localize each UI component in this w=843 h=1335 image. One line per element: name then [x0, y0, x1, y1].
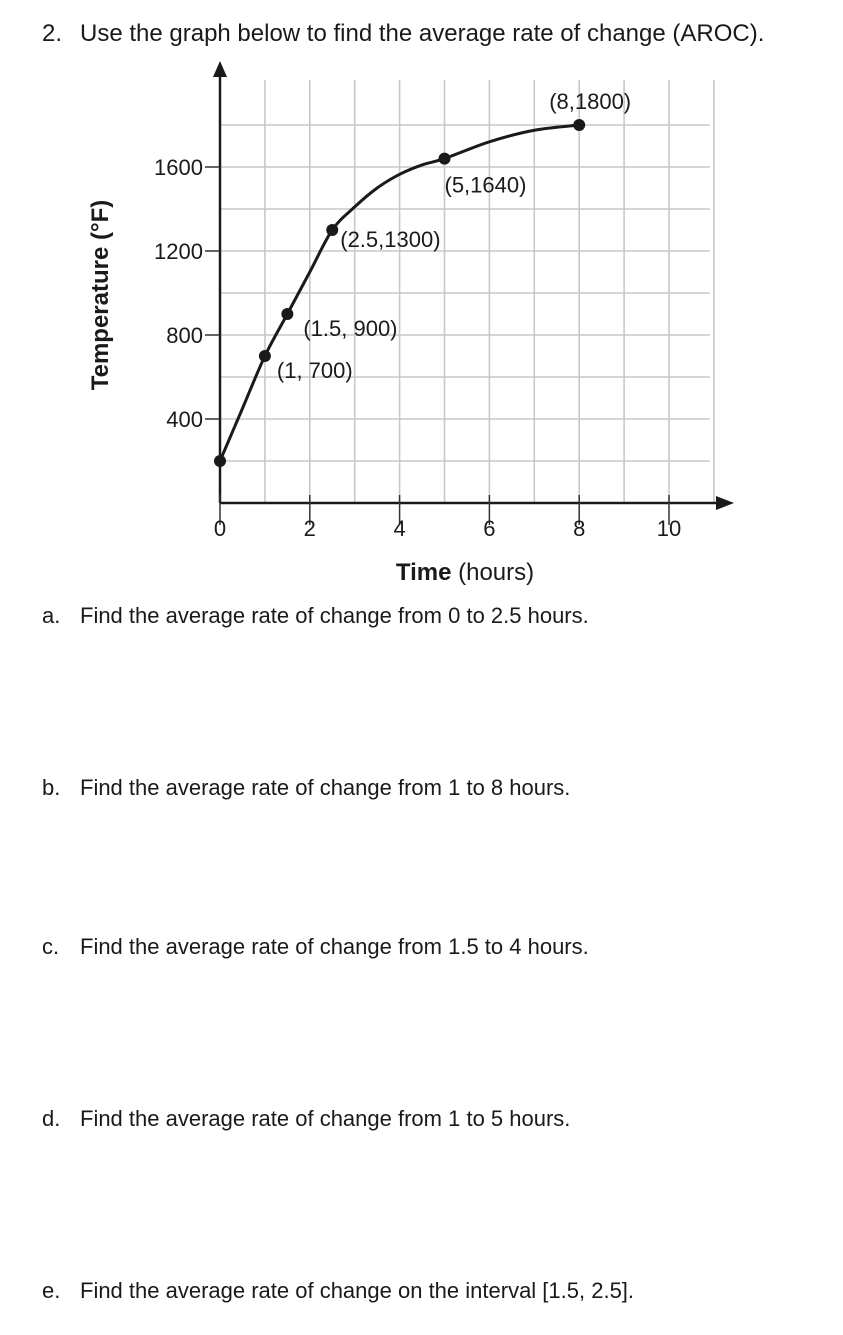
chart-axes	[213, 61, 734, 510]
data-point	[281, 308, 294, 320]
part-c-text: Find the average rate of change from 1.5…	[80, 934, 589, 959]
y-axis-label: Temperature (°F)	[87, 200, 114, 391]
part-b: b. Find the average rate of change from 1…	[42, 775, 570, 801]
x-tick-label: 0	[214, 516, 226, 541]
x-tick-label: 10	[657, 516, 681, 541]
y-tick-label: 400	[166, 407, 203, 432]
question-heading: 2. Use the graph below to find the averag…	[42, 20, 764, 48]
part-a-letter: a.	[42, 603, 61, 628]
question-number: 2.	[42, 20, 63, 47]
temperature-time-chart: 400 800 1200 1600 0 2 4 6 8 10 (1, 700) (1.5, 900)…	[87, 61, 734, 586]
part-e-letter: e.	[42, 1278, 61, 1303]
part-a-text: Find the average rate of change from 0 t…	[80, 603, 589, 628]
data-point	[326, 224, 339, 236]
x-axis-label-bold: Time	[396, 559, 452, 586]
y-axis-arrow	[213, 61, 227, 77]
part-c: c. Find the average rate of change from 1…	[42, 934, 589, 960]
chart-ticks: 400 800 1200 1600 0 2 4 6 8 10	[154, 155, 681, 541]
data-point	[438, 152, 451, 165]
question-text: Use the graph below to find the average …	[80, 20, 765, 47]
y-tick-label: 800	[166, 323, 203, 348]
part-b-letter: b.	[42, 775, 61, 800]
point-label: (8,1800)	[549, 89, 631, 114]
x-tick-label: 2	[304, 516, 316, 541]
x-axis-label: Time (hours)	[396, 559, 534, 586]
part-a: a. Find the average rate of change from 0…	[42, 603, 589, 629]
x-tick-label: 8	[573, 516, 585, 541]
data-point	[258, 350, 271, 362]
part-c-letter: c.	[42, 934, 60, 959]
point-label: (5,1640)	[445, 173, 527, 198]
data-points: (1, 700) (1.5, 900) (2.5,1300) (5,1640) (8,1…	[214, 89, 631, 467]
chart-grid	[220, 80, 715, 503]
part-b-text: Find the average rate of change from 1 t…	[80, 775, 571, 800]
point-label: (1.5, 900)	[303, 316, 397, 341]
part-e-text: Find the average rate of change on the i…	[80, 1278, 635, 1303]
part-d: d. Find the average rate of change from 1…	[42, 1106, 570, 1132]
part-d-letter: d.	[42, 1106, 61, 1131]
data-point	[573, 119, 586, 131]
x-tick-label: 4	[393, 516, 405, 541]
x-axis-label-space	[451, 559, 458, 586]
part-e: e. Find the average rate of change on the…	[42, 1278, 634, 1304]
part-d-text: Find the average rate of change from 1 t…	[80, 1106, 571, 1131]
x-tick-label: 6	[483, 516, 495, 541]
data-point	[214, 455, 226, 467]
y-tick-label: 1600	[154, 155, 203, 180]
point-label: (1, 700)	[277, 358, 353, 383]
point-label: (2.5,1300)	[340, 227, 440, 252]
x-axis-label-unit: (hours)	[458, 559, 534, 586]
x-axis-arrow	[716, 496, 734, 510]
y-tick-label: 1200	[154, 239, 203, 264]
